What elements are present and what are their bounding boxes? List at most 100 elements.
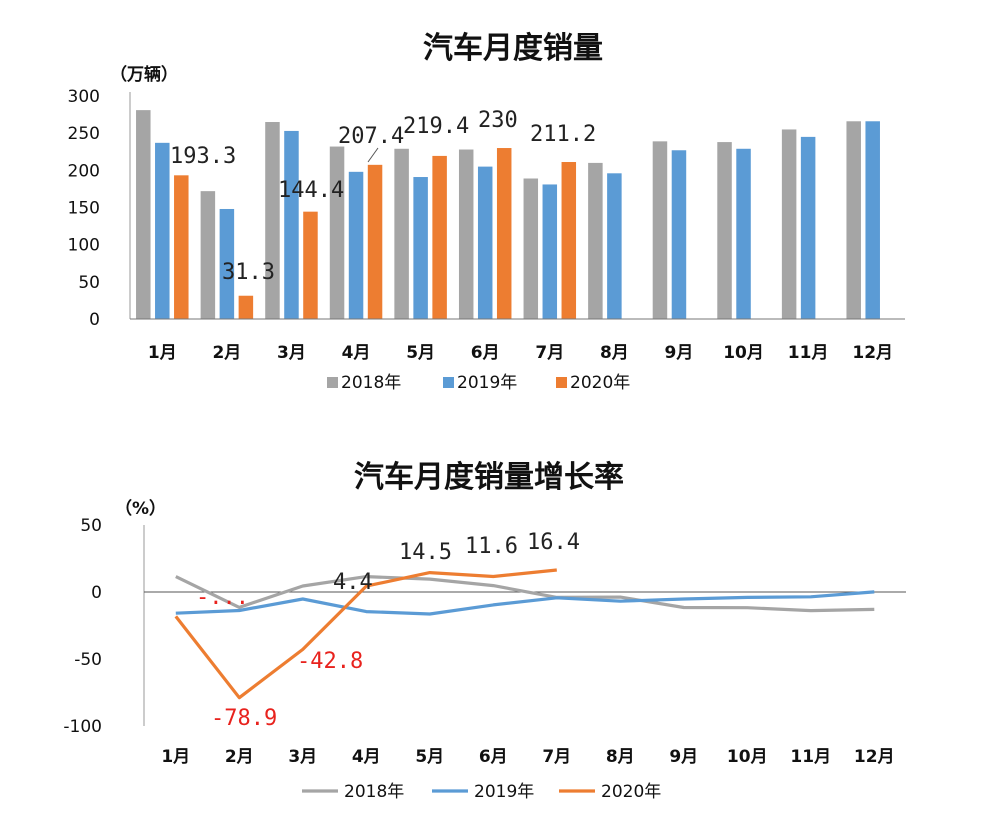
bar-2020年-7月	[561, 162, 577, 319]
line-x-tick-label: 11月	[790, 747, 831, 767]
bar-x-tick-label: 9月	[665, 343, 694, 363]
line-data-labels: -... -78.9 -42.8 4.4 14.5 11.6 16.4	[196, 530, 580, 731]
bar-2019年-2月	[219, 208, 235, 319]
line-data-label: -...	[196, 585, 249, 610]
bar-2018年-1月	[136, 110, 151, 319]
bar-2019年-7月	[542, 184, 558, 319]
line-x-tick-label: 12月	[854, 747, 895, 767]
line-series-2020年	[174, 568, 557, 700]
line-x-tick-label: 1月	[161, 747, 190, 767]
bar-x-tick-label: 7月	[535, 343, 564, 363]
line-legend: 2018年 2019年 2020年	[302, 782, 661, 802]
bar-chart-unit-label: （万辆）	[110, 64, 178, 85]
bar-2019年-3月	[284, 130, 299, 319]
bar-x-tick-label: 11月	[788, 343, 829, 363]
bar-data-label: 211.2	[530, 122, 596, 147]
bar-data-label: 230	[478, 108, 518, 133]
bar-x-tick-label: 2月	[212, 343, 241, 363]
line-x-tick-label: 9月	[669, 747, 698, 767]
bar-legend-swatch	[556, 377, 567, 388]
bar-2019年-9月	[671, 150, 687, 319]
bar-data-label-leader	[367, 147, 379, 163]
bar-legend: 2018年 2019年 2020年	[327, 373, 630, 393]
bar-chart: 汽车月度销量 （万辆） 0 50 100 150 200 250 300 193.3 31.3…	[68, 31, 905, 393]
bar-2018年-8月	[588, 162, 603, 319]
line-x-axis: 1月 2月 3月 4月 5月 6月 7月 8月 9月 10月 11月 12月	[161, 747, 894, 767]
line-legend-label: 2018年	[344, 782, 404, 802]
bar-y-tick-label: 300	[68, 87, 100, 107]
bar-2019年-1月	[155, 142, 170, 319]
line-data-label: 4.4	[333, 570, 373, 595]
bar-y-tick-label: 200	[68, 161, 100, 181]
line-x-tick-label: 10月	[727, 747, 768, 767]
line-data-label: -42.8	[297, 649, 363, 674]
bar-x-tick-label: 4月	[342, 343, 371, 363]
bar-x-tick-label: 3月	[277, 343, 306, 363]
bar-2020年-2月	[238, 295, 254, 319]
line-data-label: 11.6	[465, 534, 518, 559]
bar-2018年-12月	[846, 121, 861, 319]
bar-2020年-3月	[303, 211, 318, 319]
line-data-label: 16.4	[527, 530, 580, 555]
line-data-label: -78.9	[211, 706, 277, 731]
line-y-tick-label: 50	[80, 516, 102, 536]
bar-2019年-12月	[865, 121, 880, 319]
bar-2020年-6月	[496, 148, 512, 319]
bar-2018年-10月	[717, 142, 732, 319]
bar-data-label: 219.4	[403, 114, 469, 139]
bar-2018年-5月	[394, 148, 409, 319]
line-x-tick-label: 5月	[415, 747, 444, 767]
bar-x-tick-label: 8月	[600, 343, 629, 363]
line-y-tick-label: -50	[74, 650, 102, 670]
bar-x-tick-label: 6月	[471, 343, 500, 363]
line-series-2018年	[175, 574, 875, 613]
bar-legend-swatch	[327, 377, 338, 388]
bar-y-axis: 0 50 100 150 200 250 300	[68, 87, 131, 330]
bar-2018年-9月	[652, 141, 668, 319]
line-series-2019年	[175, 590, 875, 616]
bar-2019年-10月	[736, 148, 751, 319]
bar-chart-title: 汽车月度销量	[423, 31, 603, 66]
bar-2019年-11月	[800, 136, 816, 319]
line-chart-title: 汽车月度销量增长率	[354, 460, 624, 495]
bar-x-tick-label: 1月	[148, 343, 177, 363]
bar-legend-label: 2019年	[457, 373, 517, 393]
bar-2019年-5月	[413, 177, 428, 319]
bar-2020年-1月	[174, 175, 189, 319]
line-x-tick-label: 3月	[288, 747, 317, 767]
line-x-tick-label: 2月	[225, 747, 254, 767]
line-y-tick-label: -100	[63, 717, 102, 737]
line-legend-label: 2019年	[474, 782, 534, 802]
line-x-tick-label: 7月	[542, 747, 571, 767]
bar-2020年-5月	[432, 155, 447, 319]
bar-data-label: 193.3	[170, 144, 236, 169]
bar-data-label: 144.4	[278, 178, 344, 203]
bar-data-label: 207.4	[338, 124, 404, 149]
bar-x-axis: 1月 2月 3月 4月 5月 6月 7月 8月 9月 10月 11月 12月	[148, 343, 893, 363]
line-y-tick-label: 0	[91, 583, 102, 603]
bar-x-tick-label: 12月	[852, 343, 893, 363]
bar-legend-swatch	[443, 377, 454, 388]
bar-2019年-6月	[477, 166, 493, 319]
line-x-tick-label: 4月	[352, 747, 381, 767]
line-data-label: 14.5	[399, 540, 452, 565]
bar-y-tick-label: 150	[68, 199, 100, 219]
bar-2018年-7月	[523, 178, 539, 319]
bar-2019年-4月	[348, 171, 364, 319]
line-legend-label: 2020年	[601, 782, 661, 802]
line-x-tick-label: 8月	[606, 747, 635, 767]
bar-legend-label: 2020年	[570, 373, 630, 393]
bar-y-tick-label: 0	[89, 310, 100, 330]
line-chart: 汽车月度销量增长率 （%） 50 0 -50 -100 -... -78.9 -42.8 4…	[63, 460, 906, 802]
bar-x-tick-label: 10月	[723, 343, 764, 363]
bar-x-tick-label: 5月	[406, 343, 435, 363]
bar-y-tick-label: 100	[68, 236, 100, 256]
bar-2018年-4月	[329, 146, 345, 319]
bar-2019年-8月	[607, 173, 622, 319]
bar-2018年-3月	[265, 122, 280, 320]
line-x-tick-label: 6月	[479, 747, 508, 767]
bar-marks	[130, 110, 905, 320]
bar-2018年-11月	[781, 129, 797, 319]
